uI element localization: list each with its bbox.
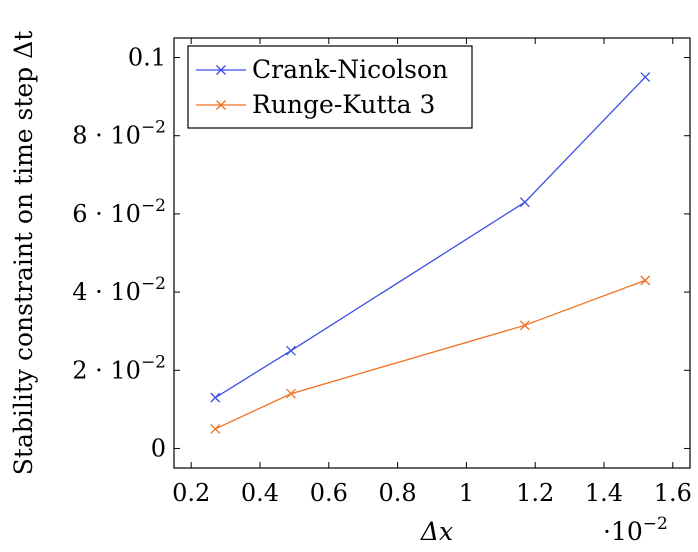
legend-marker — [216, 100, 226, 110]
legend-item: Crank-Nicolson — [196, 55, 448, 84]
x-axis-label: Δx — [420, 517, 453, 546]
y-tick-label: 0 — [151, 434, 166, 462]
x-tick-label: 1 — [459, 479, 474, 507]
legend-label: Runge-Kutta 3 — [252, 90, 435, 119]
series-line — [214, 76, 646, 399]
series-1 — [210, 275, 651, 434]
data-point — [519, 197, 530, 208]
plot-frame — [173, 37, 691, 469]
x-tick-label: 0.6 — [310, 479, 348, 507]
x-tick-label: 1.6 — [654, 479, 692, 507]
series-layer — [210, 72, 651, 434]
x-axis-multiplier: ·10−2 — [603, 514, 668, 546]
series-0 — [210, 72, 651, 403]
y-axis-label: Stability constraint on time step Δt — [9, 31, 38, 475]
x-tick-label: 1.4 — [585, 479, 623, 507]
x-tick-label: 0.2 — [172, 479, 210, 507]
legend-label: Crank-Nicolson — [252, 55, 448, 84]
x-tick-label: 1.2 — [516, 479, 554, 507]
x-tick-label: 0.4 — [241, 479, 279, 507]
data-point — [286, 345, 296, 356]
y-tick-label: 6 · 10−2 — [72, 196, 166, 228]
y-tick-label: 2 · 10−2 — [72, 352, 166, 384]
data-point — [286, 388, 296, 399]
y-axis-ticks: 0 2 · 10−2 4 · 10−2 6 · 10−2 8 · 10−2 0.1 — [72, 44, 690, 462]
y-tick-label: 0.1 — [128, 44, 166, 72]
data-point — [519, 320, 530, 331]
plot-area — [173, 37, 691, 469]
legend-marker — [216, 65, 226, 75]
data-point — [210, 423, 221, 434]
data-point — [640, 275, 651, 286]
x-axis-ticks: 0.2 0.4 0.6 0.8 1 1.2 1.4 1.6 — [172, 38, 692, 507]
x-tick-label: 0.8 — [379, 479, 417, 507]
y-tick-label: 8 · 10−2 — [72, 118, 166, 150]
legend-box — [187, 45, 473, 129]
series-line — [215, 279, 646, 430]
data-point — [210, 392, 221, 403]
data-point — [640, 72, 651, 83]
legend-item: Runge-Kutta 3 — [196, 90, 435, 119]
y-tick-label: 4 · 10−2 — [72, 274, 166, 306]
legend: Crank-Nicolson Runge-Kutta 3 — [187, 45, 473, 129]
